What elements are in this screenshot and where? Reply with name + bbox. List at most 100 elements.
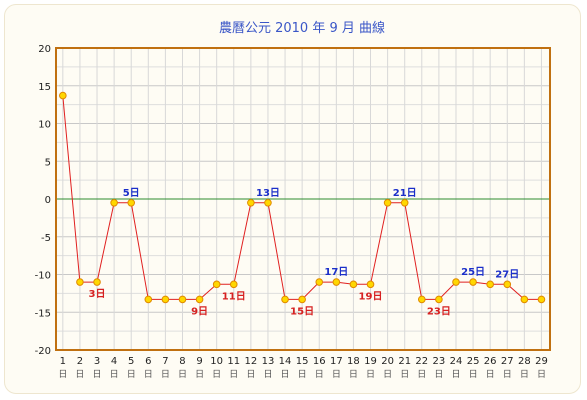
x-tick-label: 23 [433, 356, 446, 367]
low-point-label: 19日 [359, 290, 383, 302]
x-tick-unit: 日 [144, 369, 153, 380]
x-tick-unit: 日 [281, 369, 290, 380]
data-point [195, 295, 204, 304]
data-point [520, 295, 529, 304]
x-tick-label: 18 [347, 356, 360, 367]
x-tick-label: 10 [210, 356, 223, 367]
x-axis: 1日2日3日4日5日6日7日8日9日10日11日12日13日14日15日16日1… [58, 356, 547, 380]
data-point [127, 198, 136, 207]
x-tick-unit: 日 [332, 369, 341, 380]
data-point [315, 278, 324, 286]
data-point [161, 295, 170, 304]
high-point-label: 5日 [123, 187, 140, 199]
x-tick-label: 9 [196, 356, 202, 367]
x-tick-label: 15 [296, 356, 309, 367]
x-tick-label: 11 [227, 356, 240, 367]
data-point [435, 295, 443, 304]
data-point [349, 280, 358, 289]
x-tick-label: 1 [60, 356, 66, 367]
data-point [281, 295, 289, 304]
y-tick-label: -10 [35, 271, 51, 282]
plot-border [55, 47, 551, 351]
x-tick-label: 24 [450, 356, 463, 367]
chart-frame: 農曆公元 2010 年 9 月 曲線 20 15 10 5 0 -5 -10 -15 -20 1… [4, 4, 581, 394]
x-tick-label: 6 [145, 356, 151, 367]
data-point [247, 198, 255, 207]
x-tick-label: 8 [179, 356, 185, 367]
x-tick-label: 22 [415, 356, 428, 367]
y-tick-label: -15 [35, 308, 51, 319]
data-point [76, 278, 84, 286]
x-tick-unit: 日 [503, 369, 512, 380]
x-tick-label: 26 [484, 356, 497, 367]
x-tick-unit: 日 [451, 369, 460, 380]
x-tick-unit: 日 [110, 369, 119, 380]
low-point-label: 15日 [290, 305, 314, 317]
x-tick-label: 7 [162, 356, 168, 367]
x-tick-label: 28 [518, 356, 531, 367]
x-tick-unit: 日 [417, 369, 426, 380]
data-point [452, 278, 460, 286]
data-point [93, 278, 101, 286]
markers [59, 91, 546, 304]
x-tick-label: 25 [467, 356, 480, 367]
data-point [144, 295, 153, 304]
x-tick-label: 4 [111, 356, 117, 367]
x-tick-unit: 日 [212, 369, 221, 380]
x-tick-label: 21 [398, 356, 411, 367]
low-point-label: 11日 [222, 290, 246, 302]
y-tick-label: -5 [41, 233, 51, 244]
data-point [366, 280, 375, 289]
data-point [400, 198, 409, 207]
data-point [229, 280, 238, 289]
x-tick-unit: 日 [75, 369, 84, 380]
x-tick-label: 16 [313, 356, 326, 367]
x-tick-unit: 日 [434, 369, 443, 380]
y-tick-label: -20 [35, 346, 51, 357]
x-tick-label: 3 [94, 356, 100, 367]
x-tick-unit: 日 [127, 369, 136, 380]
x-tick-label: 2 [77, 356, 83, 367]
low-point-label: 23日 [427, 305, 451, 317]
x-tick-unit: 日 [400, 369, 409, 380]
x-tick-unit: 日 [263, 369, 272, 380]
data-point [264, 198, 272, 207]
high-point-label: 17日 [324, 266, 348, 278]
data-point [417, 295, 426, 304]
data-point [178, 295, 187, 304]
high-point-label: 13日 [256, 187, 280, 199]
x-tick-unit: 日 [315, 369, 324, 380]
x-tick-label: 29 [535, 356, 548, 367]
x-tick-label: 27 [501, 356, 514, 367]
data-point [212, 280, 221, 289]
chart-title: 農曆公元 2010 年 9 月 曲線 [219, 20, 385, 36]
y-tick-label: 10 [38, 120, 51, 131]
y-axis: 20 15 10 5 0 -5 -10 -15 -20 [35, 44, 51, 357]
x-tick-unit: 日 [178, 369, 187, 380]
data-point [537, 295, 546, 304]
x-tick-unit: 日 [537, 369, 546, 380]
x-tick-unit: 日 [349, 369, 358, 380]
data-point [298, 295, 306, 304]
x-tick-unit: 日 [195, 369, 204, 380]
data-point [332, 278, 341, 286]
low-point-label: 3日 [89, 288, 106, 300]
data-labels: 3日 9日 11日 15日 19日 23日 5日 13日 17日 21日 25日 27日 [89, 187, 520, 318]
x-tick-unit: 日 [58, 369, 67, 380]
x-tick-label: 17 [330, 356, 343, 367]
x-tick-unit: 日 [246, 369, 255, 380]
data-point [503, 280, 512, 289]
x-tick-unit: 日 [161, 369, 170, 380]
x-tick-label: 13 [262, 356, 275, 367]
x-tick-unit: 日 [229, 369, 238, 380]
x-tick-label: 12 [244, 356, 257, 367]
low-point-label: 9日 [191, 305, 208, 317]
x-tick-unit: 日 [298, 369, 307, 380]
x-tick-unit: 日 [520, 369, 529, 380]
x-tick-unit: 日 [486, 369, 495, 380]
data-point [486, 280, 494, 289]
data-point [469, 278, 477, 286]
y-tick-label: 20 [38, 44, 51, 55]
y-tick-label: 0 [45, 195, 51, 206]
